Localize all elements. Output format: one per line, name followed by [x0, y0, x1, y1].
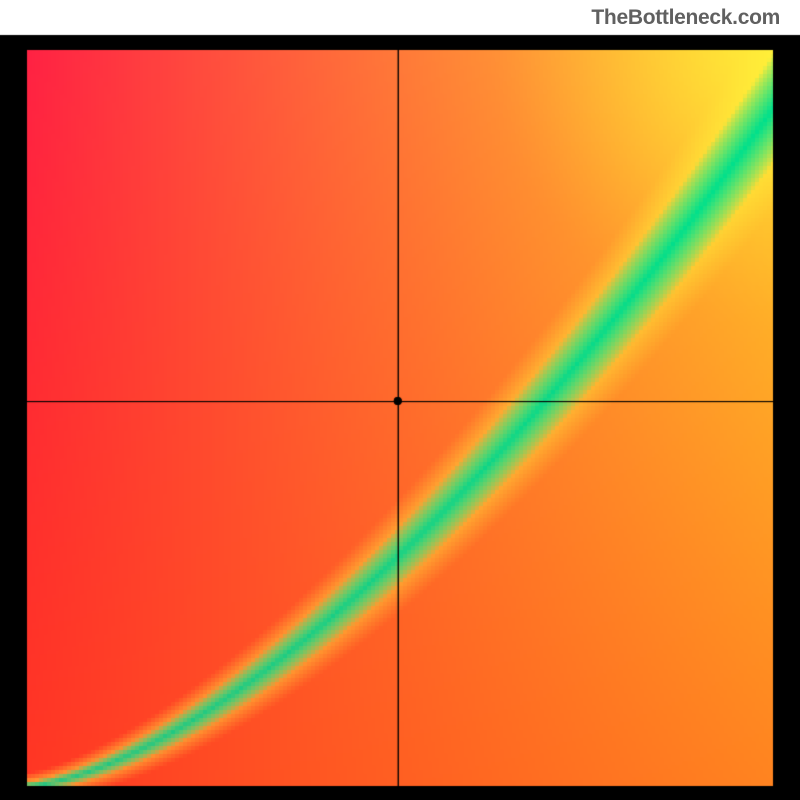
- heatmap-canvas: [0, 0, 800, 800]
- chart-container: TheBottleneck.com: [0, 0, 800, 800]
- watermark-text: TheBottleneck.com: [591, 6, 780, 30]
